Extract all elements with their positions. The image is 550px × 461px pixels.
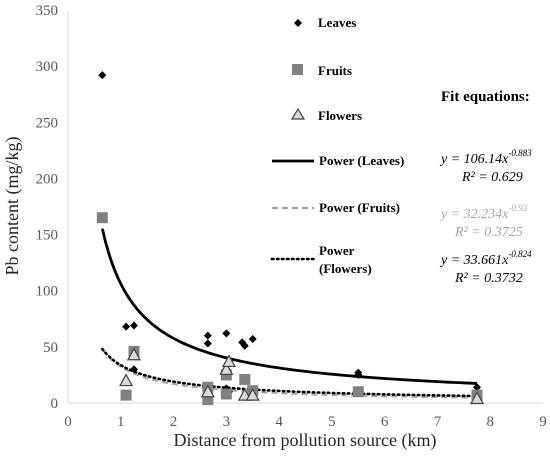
x-tick-label: 4 [275, 414, 283, 430]
y-tick-labels: 0 50 100 150 200 250 300 350 [36, 3, 59, 412]
x-tick-label: 6 [381, 414, 389, 430]
leaves-point [122, 322, 131, 331]
legend-leaves-label: Leaves [318, 15, 356, 30]
flowers-point [470, 391, 485, 405]
y-tick-label: 100 [36, 284, 59, 300]
flowers-point [126, 347, 141, 361]
x-tick-label: 1 [117, 414, 125, 430]
x-tick-label: 3 [223, 414, 231, 430]
flowers-point [221, 354, 236, 368]
fruits-equation: y = 32.234x-0.93 [439, 203, 528, 222]
y-tick-label: 200 [36, 171, 59, 187]
legend-fruits-label: Fruits [318, 63, 352, 78]
flowers-point [200, 384, 215, 398]
legend-power-flowers-label-line1: Power [319, 243, 355, 258]
fit-equations: Fit equations: y = 106.14x-0.883 R² = 0.… [439, 89, 532, 286]
x-tick-label: 8 [486, 414, 494, 430]
flowers-point [219, 362, 234, 375]
legend-flowers-label: Flowers [318, 108, 362, 123]
x-tick-labels: 0 1 2 3 4 5 6 7 8 9 [64, 414, 547, 430]
y-tick-label: 300 [36, 59, 59, 75]
leaves-r2: R² = 0.629 [461, 170, 523, 185]
flowers-equation: y = 33.661x-0.824 [439, 249, 532, 268]
legend-leaves-marker [294, 19, 302, 27]
leaves-equation: y = 106.14x-0.883 [439, 148, 532, 167]
fruits-point [120, 389, 132, 401]
fruits-point [352, 386, 364, 398]
y-tick-label: 0 [51, 396, 59, 412]
leaves-point [473, 383, 482, 392]
y-tick-label: 150 [36, 228, 59, 244]
flowers-equation-base: y = 33.661x [439, 253, 509, 268]
legend-power-leaves-label: Power (Leaves) [319, 153, 404, 168]
fruits-r2: R² = 0.3725 [454, 225, 523, 240]
leaves-point [248, 334, 257, 343]
fit-curve-solid [100, 228, 478, 385]
x-axis-title: Distance from pollution source (km) [174, 430, 437, 451]
leaves-point [222, 329, 231, 338]
fruits-point [202, 394, 214, 406]
leaves-point [203, 339, 212, 348]
fruits-equation-exponent: -0.93 [508, 203, 527, 213]
fruits-point [239, 373, 251, 385]
fruits-point [96, 212, 108, 224]
legend-power-flowers-label-line2: (Flowers) [319, 261, 372, 276]
legend-power-fruits-label: Power (Fruits) [319, 200, 400, 215]
flowers-point [245, 387, 260, 401]
fruits-point [220, 369, 232, 381]
legend-fruits-marker [292, 64, 303, 75]
x-tick-label: 5 [328, 414, 336, 430]
leaves-point [129, 365, 138, 374]
fit-equations-title: Fit equations: [441, 89, 530, 105]
leaves-point [240, 341, 249, 350]
x-tick-label: 7 [434, 414, 442, 430]
leaves-point [98, 71, 107, 80]
fruits-point [220, 388, 232, 400]
leaves-point [129, 321, 138, 330]
leaves-equation-exponent: -0.883 [508, 148, 532, 158]
leaves-point [203, 331, 212, 340]
leaves-point [354, 370, 363, 379]
fit-curve-dotted [101, 347, 479, 398]
y-axis-title: Pb content (mg/kg) [2, 137, 23, 276]
legend: Leaves Fruits Flowers Power (Leaves) Pow… [270, 15, 404, 276]
legend-flowers-marker [290, 107, 306, 120]
flowers-point [119, 373, 134, 387]
fit-curves [100, 228, 479, 399]
y-tick-label: 350 [36, 3, 59, 19]
data-points [96, 71, 485, 406]
x-tick-label: 2 [170, 414, 178, 430]
y-tick-label: 250 [36, 115, 59, 131]
flowers-r2: R² = 0.3732 [454, 271, 523, 286]
fit-curve-dashed [101, 348, 478, 399]
x-tick-label: 9 [539, 414, 547, 430]
flowers-equation-exponent: -0.824 [508, 249, 532, 259]
leaves-equation-base: y = 106.14x [439, 152, 509, 167]
x-tick-label: 0 [64, 414, 72, 430]
fruits-equation-base: y = 32.234x [439, 207, 509, 222]
y-tick-label: 50 [43, 340, 58, 356]
